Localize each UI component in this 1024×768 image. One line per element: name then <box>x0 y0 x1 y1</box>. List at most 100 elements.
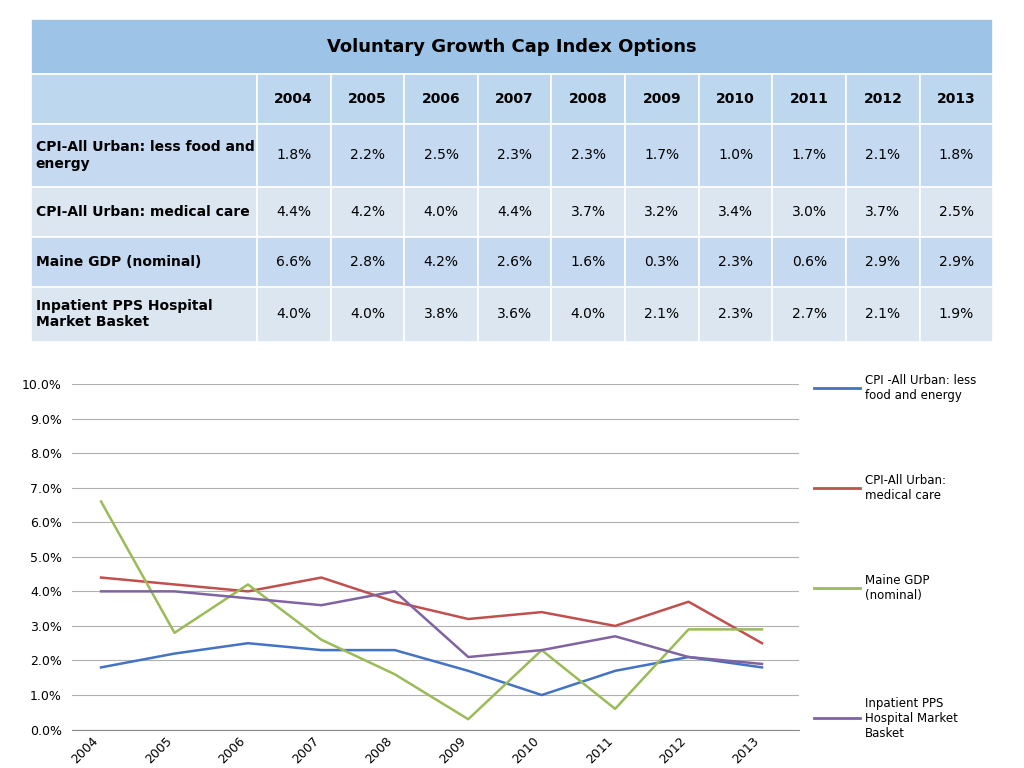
Text: 3.8%: 3.8% <box>424 307 459 321</box>
Bar <box>846 124 920 187</box>
Bar <box>478 124 552 187</box>
Text: 1.0%: 1.0% <box>718 148 753 163</box>
Bar <box>404 237 478 287</box>
Bar <box>404 287 478 342</box>
Bar <box>257 74 331 124</box>
Text: Inpatient PPS Hospital
Market Basket: Inpatient PPS Hospital Market Basket <box>36 300 212 329</box>
Bar <box>31 237 257 287</box>
Text: Maine GDP (nominal): Maine GDP (nominal) <box>36 255 201 269</box>
Bar <box>698 74 772 124</box>
Bar <box>846 237 920 287</box>
Bar <box>698 124 772 187</box>
Bar <box>478 287 552 342</box>
Text: 2.1%: 2.1% <box>865 307 900 321</box>
Text: 1.9%: 1.9% <box>939 307 974 321</box>
Bar <box>846 287 920 342</box>
Text: 2.7%: 2.7% <box>792 307 826 321</box>
Text: 2.9%: 2.9% <box>939 255 974 269</box>
Bar <box>552 237 625 287</box>
Text: 2010: 2010 <box>716 92 755 106</box>
Bar <box>772 237 846 287</box>
Text: 4.0%: 4.0% <box>570 307 606 321</box>
Text: 4.0%: 4.0% <box>350 307 385 321</box>
Bar <box>478 237 552 287</box>
Text: 2.2%: 2.2% <box>350 148 385 163</box>
Bar <box>625 237 698 287</box>
Text: 0.6%: 0.6% <box>792 255 826 269</box>
Bar <box>920 237 993 287</box>
Text: 2.3%: 2.3% <box>718 255 753 269</box>
Text: Voluntary Growth Cap Index Options: Voluntary Growth Cap Index Options <box>328 38 696 55</box>
Bar <box>31 124 257 187</box>
Bar <box>404 187 478 237</box>
Bar <box>625 74 698 124</box>
Bar <box>920 187 993 237</box>
Text: 1.8%: 1.8% <box>939 148 974 163</box>
Bar <box>331 187 404 237</box>
Bar <box>331 124 404 187</box>
Bar <box>920 124 993 187</box>
Text: 3.0%: 3.0% <box>792 205 826 219</box>
Bar <box>31 19 993 74</box>
Text: 2009: 2009 <box>643 92 681 106</box>
Text: 4.2%: 4.2% <box>424 255 459 269</box>
Bar <box>698 287 772 342</box>
Bar <box>331 237 404 287</box>
Text: 2.6%: 2.6% <box>497 255 532 269</box>
Bar <box>31 187 257 237</box>
Bar <box>698 237 772 287</box>
Text: 4.0%: 4.0% <box>424 205 459 219</box>
Text: 1.6%: 1.6% <box>570 255 606 269</box>
Bar <box>31 287 257 342</box>
Bar <box>552 187 625 237</box>
Bar <box>772 74 846 124</box>
Bar <box>625 124 698 187</box>
Bar <box>772 287 846 342</box>
Text: 2008: 2008 <box>569 92 607 106</box>
Bar <box>478 187 552 237</box>
Text: 2.1%: 2.1% <box>644 307 680 321</box>
Text: 6.6%: 6.6% <box>276 255 311 269</box>
Bar <box>31 74 257 124</box>
Bar <box>552 74 625 124</box>
Bar <box>257 237 331 287</box>
Text: 2011: 2011 <box>790 92 828 106</box>
Text: 3.6%: 3.6% <box>497 307 532 321</box>
Text: 2.3%: 2.3% <box>570 148 606 163</box>
Bar <box>920 74 993 124</box>
Text: 4.4%: 4.4% <box>276 205 311 219</box>
Bar <box>257 124 331 187</box>
Text: 2.1%: 2.1% <box>865 148 900 163</box>
Text: 2.9%: 2.9% <box>865 255 900 269</box>
Text: 1.8%: 1.8% <box>276 148 311 163</box>
Text: 2006: 2006 <box>422 92 461 106</box>
Bar <box>698 187 772 237</box>
Bar <box>404 74 478 124</box>
Text: 2.3%: 2.3% <box>497 148 532 163</box>
Text: 2007: 2007 <box>496 92 534 106</box>
Text: Maine GDP
(nominal): Maine GDP (nominal) <box>865 574 930 601</box>
Text: CPI-All Urban:
medical care: CPI-All Urban: medical care <box>865 474 946 502</box>
Text: 4.0%: 4.0% <box>276 307 311 321</box>
Text: 2.5%: 2.5% <box>939 205 974 219</box>
Bar <box>772 124 846 187</box>
Text: 0.3%: 0.3% <box>644 255 679 269</box>
Text: CPI -All Urban: less
food and energy: CPI -All Urban: less food and energy <box>865 374 977 402</box>
Text: 1.7%: 1.7% <box>792 148 826 163</box>
Bar <box>625 287 698 342</box>
Text: 2012: 2012 <box>863 92 902 106</box>
Text: 2004: 2004 <box>274 92 313 106</box>
Text: 3.7%: 3.7% <box>865 205 900 219</box>
Text: 4.4%: 4.4% <box>497 205 532 219</box>
Bar <box>846 187 920 237</box>
Text: 3.7%: 3.7% <box>570 205 606 219</box>
Text: 4.2%: 4.2% <box>350 205 385 219</box>
Text: 2013: 2013 <box>937 92 976 106</box>
Bar <box>257 287 331 342</box>
Text: CPI-All Urban: medical care: CPI-All Urban: medical care <box>36 205 249 219</box>
Text: 2.8%: 2.8% <box>350 255 385 269</box>
Bar <box>331 74 404 124</box>
Bar <box>552 287 625 342</box>
Text: 3.2%: 3.2% <box>644 205 679 219</box>
Bar <box>331 287 404 342</box>
